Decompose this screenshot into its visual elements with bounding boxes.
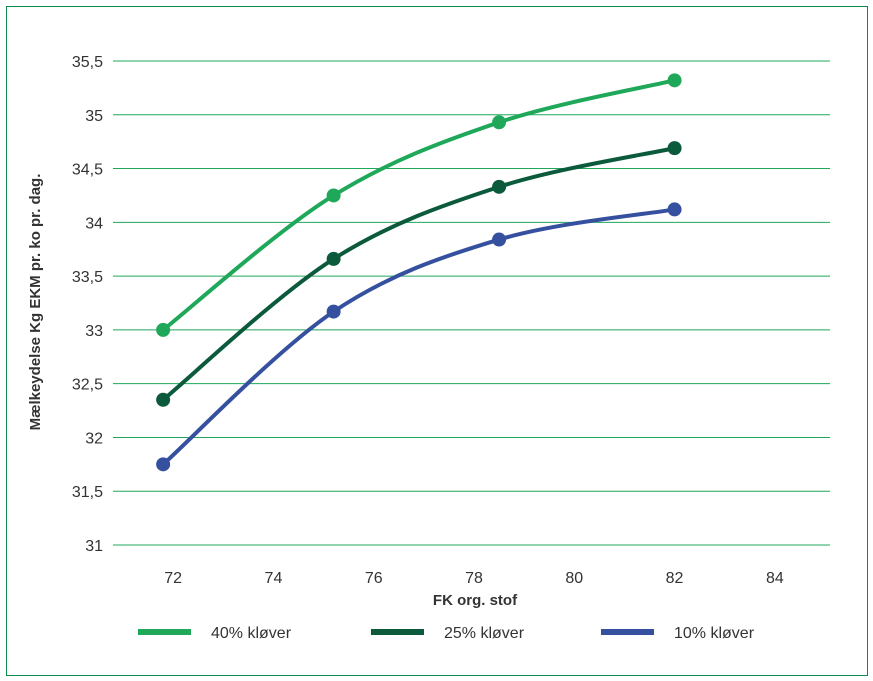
data-point: [156, 457, 171, 472]
x-axis-title: FK org. stof: [433, 592, 518, 609]
x-axis-ticks: 72 74 76 78 80 82 84: [164, 570, 784, 587]
y-tick-label: 31,5: [72, 484, 103, 501]
y-tick-label: 32,5: [72, 377, 103, 394]
data-point: [667, 141, 682, 156]
y-tick-label: 32: [85, 430, 103, 447]
y-tick-label: 33: [85, 323, 103, 340]
y-tick-label: 34,5: [72, 162, 103, 179]
y-tick-label: 35: [85, 108, 103, 125]
data-point: [326, 188, 341, 203]
data-point: [156, 322, 171, 337]
series-line: [161, 207, 677, 467]
chart-frame: [6, 6, 868, 676]
y-tick-label: 34: [85, 215, 103, 232]
x-tick-label: 74: [265, 570, 283, 587]
x-tick-label: 76: [365, 570, 383, 587]
data-point: [326, 304, 341, 319]
data-point: [667, 202, 682, 217]
legend-label: 25% kløver: [444, 625, 525, 642]
data-point: [326, 251, 341, 266]
data-point: [492, 232, 507, 247]
legend-label: 10% kløver: [674, 625, 755, 642]
data-points: [156, 73, 682, 472]
data-point: [156, 392, 171, 407]
legend-label: 40% kløver: [211, 625, 292, 642]
y-axis-title: Mælkeydelse Kg EKM pr. ko pr. dag.: [27, 174, 44, 431]
data-point: [492, 179, 507, 194]
x-tick-label: 72: [164, 570, 182, 587]
x-tick-label: 84: [766, 570, 784, 587]
series-line: [161, 146, 677, 402]
data-point: [492, 115, 507, 130]
series-lines: [161, 78, 677, 467]
x-tick-label: 78: [465, 570, 483, 587]
legend: 40% kløver 25% kløver 10% kløver: [138, 625, 755, 642]
y-tick-label: 35,5: [72, 54, 103, 71]
y-tick-label: 33,5: [72, 269, 103, 286]
y-axis-ticks: 31 31,5 32 32,5 33 33,5 34 34,5 35 35,5: [72, 54, 103, 555]
y-tick-label: 31: [85, 538, 103, 555]
x-tick-label: 80: [565, 570, 583, 587]
gridlines: [113, 60, 830, 546]
series-line: [161, 78, 677, 332]
x-tick-label: 82: [666, 570, 684, 587]
data-point: [667, 73, 682, 88]
